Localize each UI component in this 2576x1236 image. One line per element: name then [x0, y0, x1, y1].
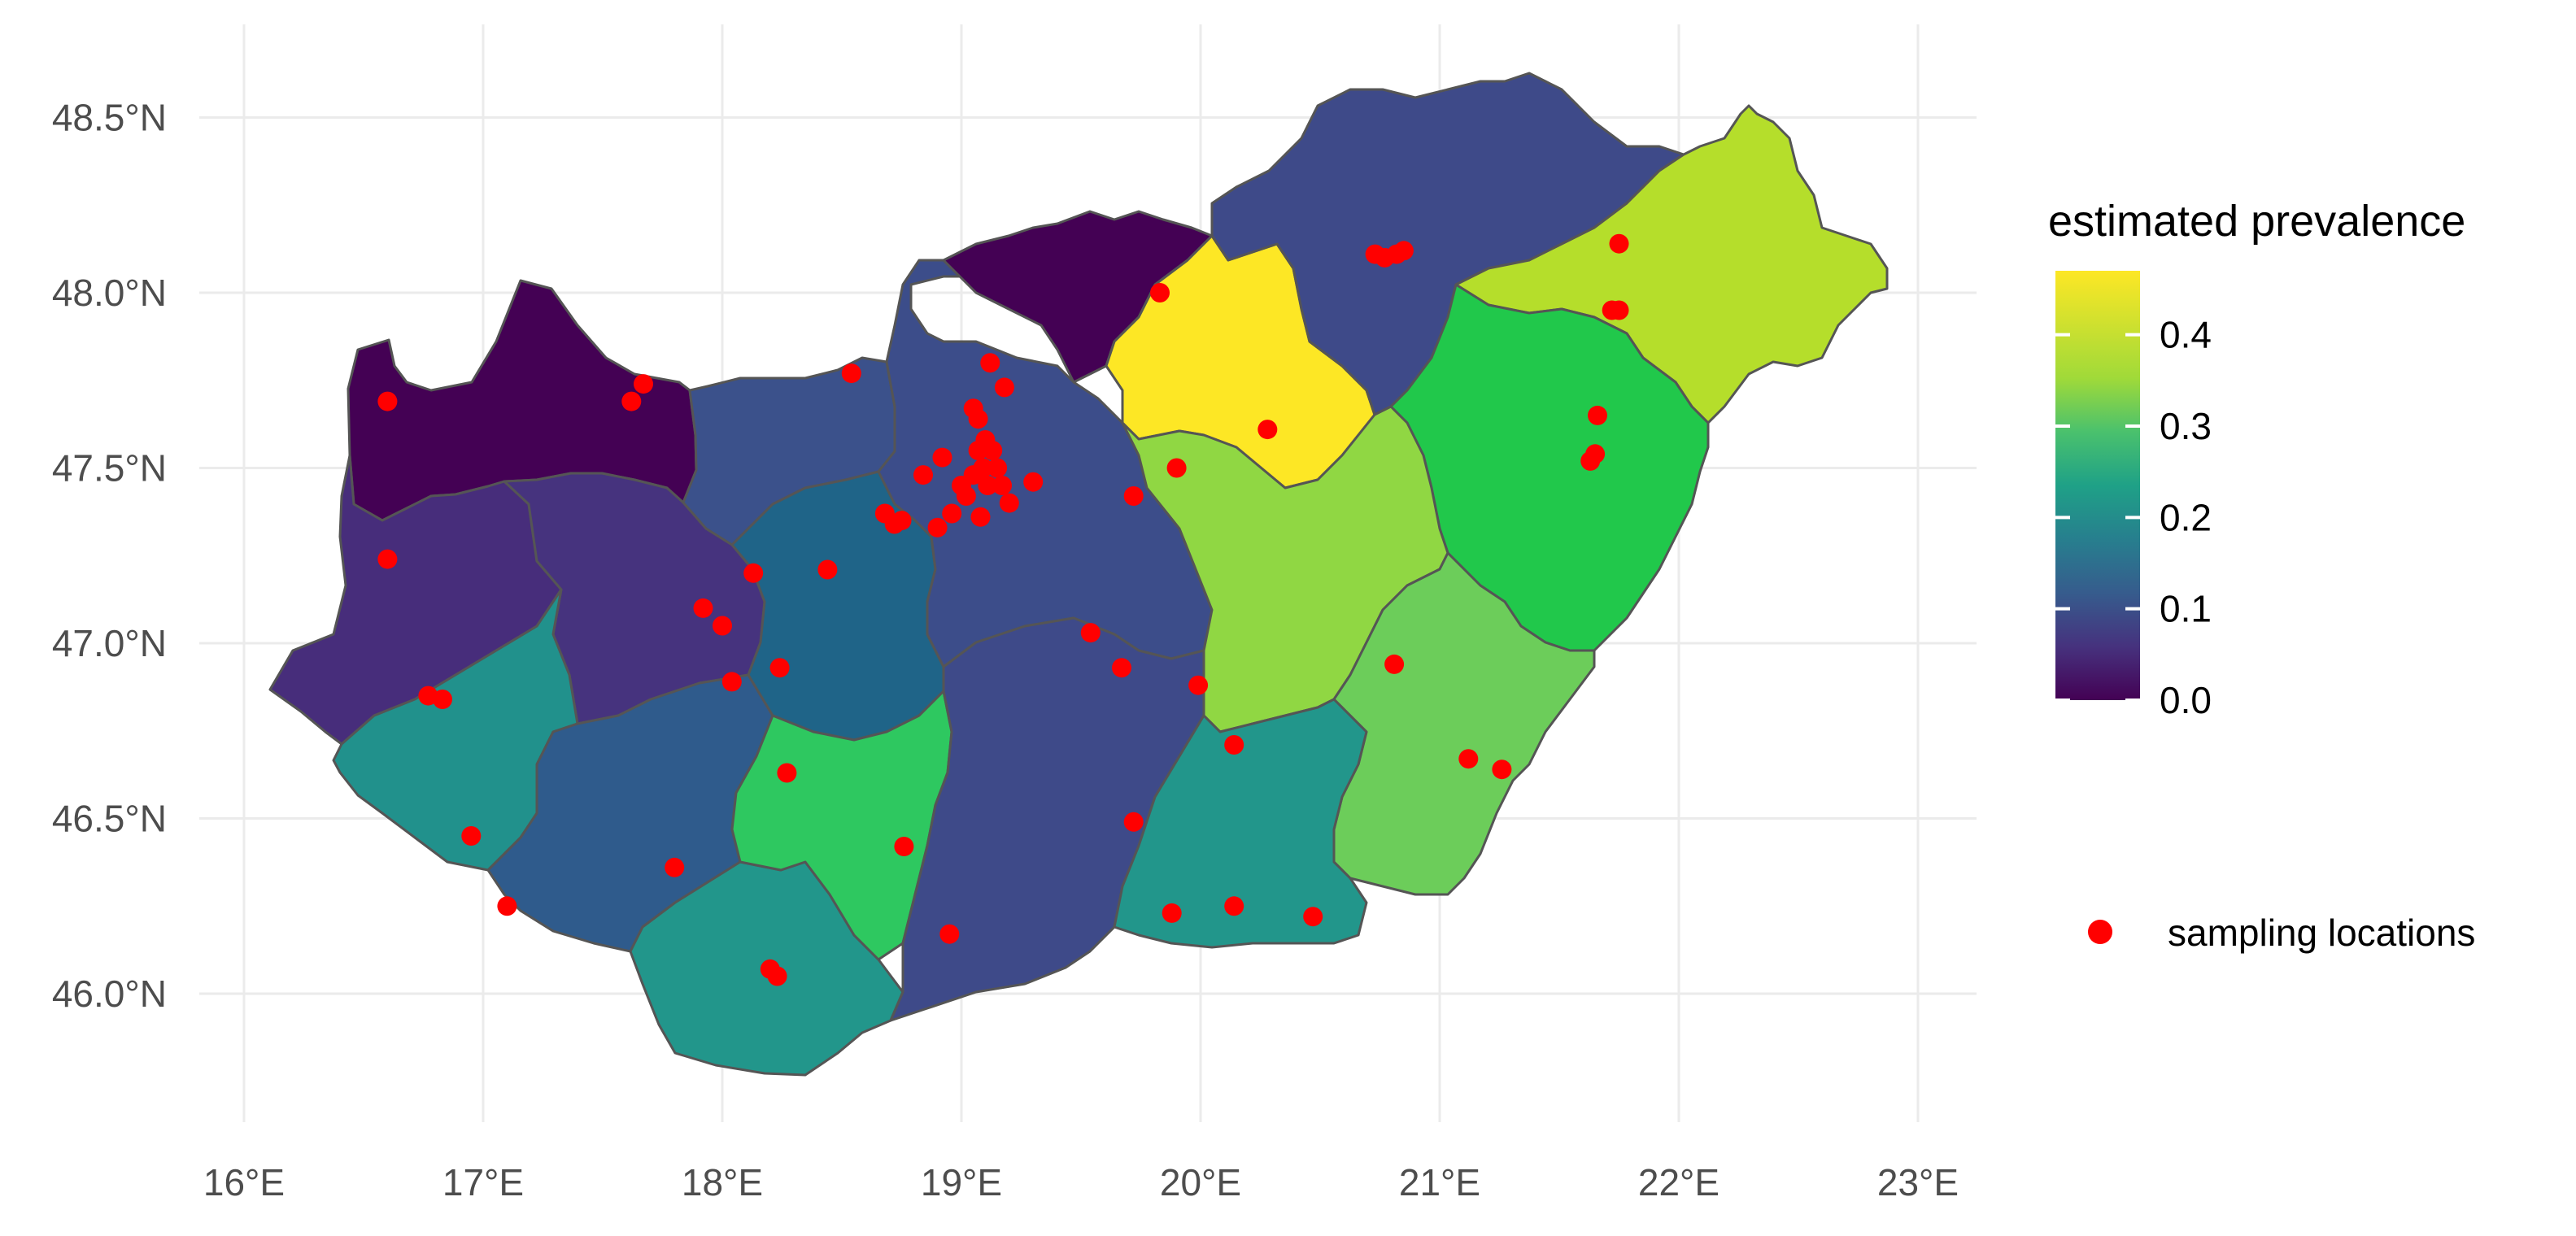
sampling-point	[1609, 300, 1629, 320]
sampling-point	[1224, 896, 1244, 916]
x-tick-label: 21°E	[1399, 1161, 1480, 1203]
sampling-point	[942, 503, 962, 524]
sampling-point	[1123, 812, 1144, 832]
sampling-point	[1384, 654, 1405, 674]
sampling-point	[377, 391, 398, 411]
sampling-point	[1588, 405, 1607, 425]
sampling-point	[1123, 486, 1144, 506]
y-tick-label: 48.0°N	[52, 272, 167, 314]
sampling-point	[1166, 458, 1187, 478]
sampling-point	[769, 658, 790, 678]
sampling-point	[433, 690, 452, 709]
sampling-point	[1609, 233, 1629, 254]
sampling-point	[994, 377, 1014, 398]
sampling-point	[743, 563, 764, 583]
axis-ticks: 16°E 17°E 18°E 19°E 20°E 21°E 22°E 23°E 46.0°N 46…	[52, 97, 1959, 1204]
x-tick-label: 16°E	[203, 1161, 285, 1203]
sampling-point	[461, 826, 482, 846]
sampling-point	[1585, 444, 1606, 464]
colorbar-tick-label: 0.4	[2160, 314, 2212, 356]
sampling-point	[1023, 472, 1044, 492]
sampling-point	[913, 465, 933, 485]
colorbar-tick-label: 0.0	[2160, 679, 2212, 721]
county-map	[268, 72, 1889, 1077]
colorbar-ticks: 0.0 0.1 0.2 0.3 0.4	[2055, 314, 2212, 721]
sampling-point	[999, 493, 1019, 513]
sampling-point	[665, 857, 685, 877]
sampling-point	[377, 549, 398, 569]
sampling-point	[841, 363, 861, 384]
sampling-point	[634, 374, 653, 394]
sampling-point	[939, 924, 960, 944]
y-tick-label: 46.0°N	[52, 973, 167, 1015]
sampling-point	[777, 763, 797, 783]
sampling-point	[621, 391, 642, 411]
colorbar-tick-label: 0.2	[2160, 496, 2212, 538]
sampling-point	[767, 966, 787, 986]
legend: estimated prevalence 0.0 0.1 0.2 0.3 0.4 sam…	[2048, 197, 2475, 954]
sampling-point	[1150, 283, 1170, 302]
county-bacs	[889, 616, 1205, 1022]
colorbar-tick-label: 0.3	[2160, 405, 2212, 447]
point-legend-symbol	[2088, 920, 2112, 944]
county-csongrad	[1113, 698, 1368, 949]
sampling-point	[1080, 623, 1101, 643]
sampling-point	[983, 441, 1003, 460]
sampling-point	[1112, 658, 1131, 678]
point-legend-label: sampling locations	[2168, 912, 2475, 954]
sampling-point	[497, 896, 517, 916]
y-tick-label: 47.5°N	[52, 447, 167, 490]
x-tick-label: 17°E	[442, 1161, 524, 1203]
sampling-point	[1492, 759, 1512, 780]
sampling-point	[968, 409, 988, 429]
y-tick-label: 48.5°N	[52, 97, 167, 139]
sampling-point	[721, 672, 742, 692]
x-tick-label: 19°E	[921, 1161, 1002, 1203]
y-tick-label: 47.0°N	[52, 622, 167, 664]
sampling-point	[1458, 749, 1479, 769]
sampling-point	[970, 507, 991, 527]
sampling-point	[992, 476, 1012, 495]
point-legend: sampling locations	[2088, 912, 2475, 954]
legend-title: estimated prevalence	[2048, 197, 2465, 246]
sampling-point	[987, 458, 1008, 478]
sampling-point	[1303, 907, 1323, 927]
x-tick-label: 20°E	[1160, 1161, 1241, 1203]
sampling-point	[973, 458, 993, 478]
x-tick-label: 22°E	[1638, 1161, 1720, 1203]
sampling-point	[1257, 420, 1278, 440]
x-tick-label: 18°E	[682, 1161, 763, 1203]
sampling-point	[927, 517, 948, 537]
sampling-point	[978, 476, 998, 495]
sampling-point	[1224, 735, 1244, 755]
sampling-point	[713, 616, 732, 636]
sampling-point	[1393, 241, 1414, 261]
sampling-point	[932, 447, 952, 468]
sampling-point	[1162, 903, 1182, 923]
sampling-point	[693, 598, 713, 618]
sampling-point	[956, 486, 976, 506]
sampling-locations	[377, 233, 1629, 986]
colorbar-tick-label: 0.1	[2160, 588, 2212, 630]
x-tick-label: 23°E	[1877, 1161, 1959, 1203]
sampling-point	[817, 559, 838, 580]
sampling-point	[1188, 675, 1209, 695]
colorbar	[2055, 271, 2140, 700]
y-tick-label: 46.5°N	[52, 798, 167, 840]
sampling-point	[980, 353, 1000, 373]
sampling-point	[894, 837, 914, 856]
sampling-point	[891, 511, 912, 531]
